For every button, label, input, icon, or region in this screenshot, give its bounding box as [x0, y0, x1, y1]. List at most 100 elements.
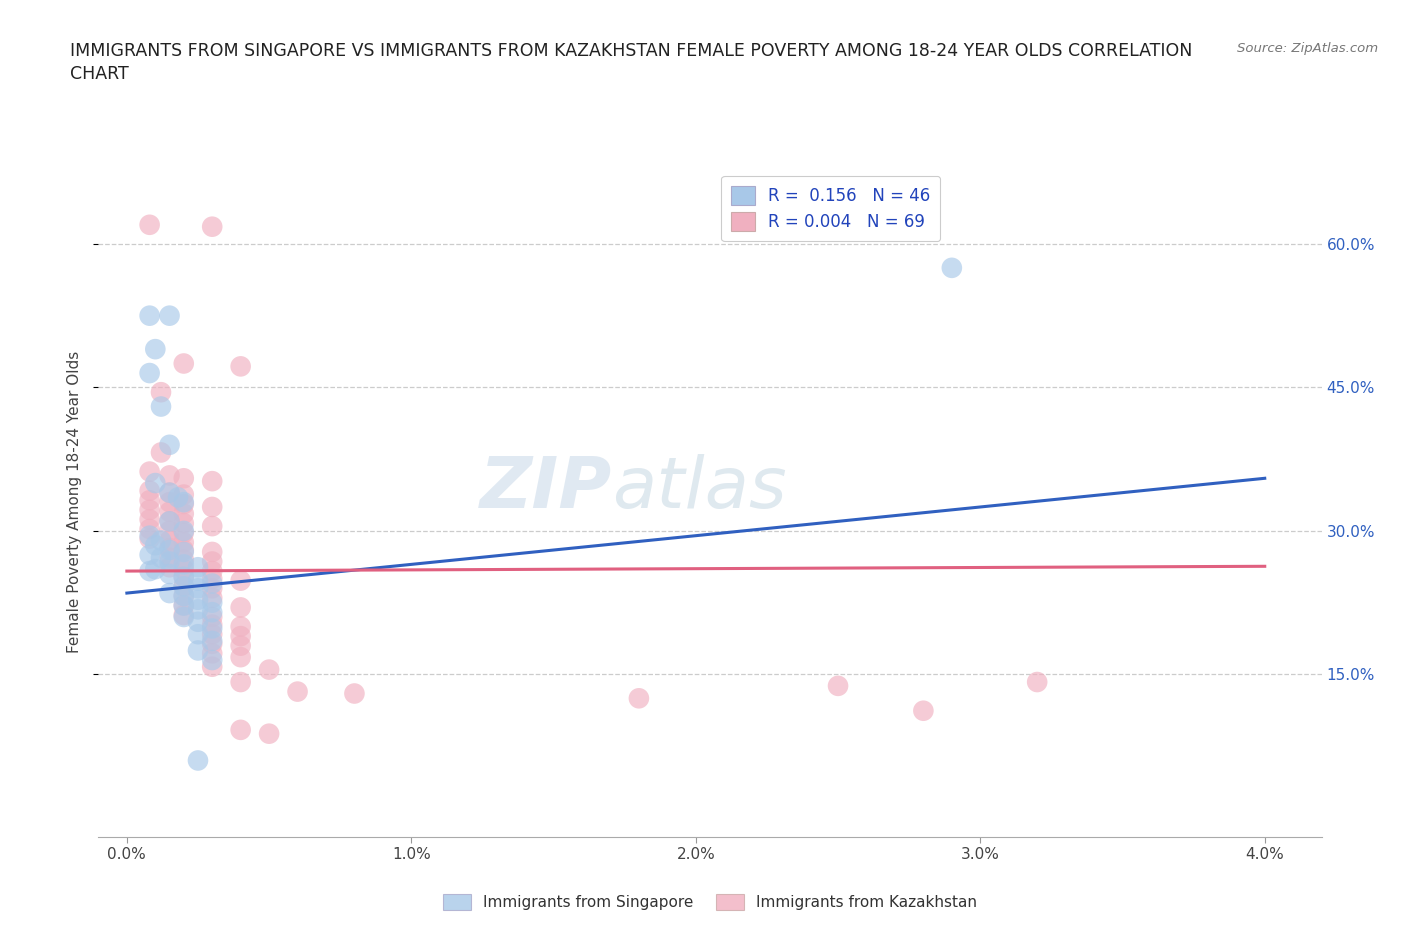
Point — [167, 490, 190, 505]
Point — [159, 514, 181, 529]
Point — [173, 609, 195, 624]
Point — [138, 493, 160, 508]
Point — [173, 487, 195, 502]
Point — [159, 560, 181, 575]
Point — [138, 528, 160, 543]
Point — [150, 551, 173, 565]
Point — [143, 538, 166, 552]
Point — [201, 618, 224, 632]
Point — [201, 621, 224, 636]
Point — [201, 633, 224, 648]
Text: ZIP: ZIP — [479, 455, 612, 524]
Point — [159, 540, 181, 555]
Point — [187, 643, 209, 658]
Text: IMMIGRANTS FROM SINGAPORE VS IMMIGRANTS FROM KAZAKHSTAN FEMALE POVERTY AMONG 18-: IMMIGRANTS FROM SINGAPORE VS IMMIGRANTS … — [70, 42, 1192, 84]
Point — [187, 627, 209, 642]
Point — [159, 551, 181, 565]
Point — [201, 659, 224, 674]
Point — [201, 564, 224, 578]
Point — [229, 629, 252, 644]
Point — [173, 589, 195, 604]
Point — [173, 607, 195, 622]
Point — [150, 445, 173, 460]
Point — [173, 562, 195, 577]
Point — [173, 516, 195, 531]
Point — [138, 512, 160, 527]
Point — [187, 753, 209, 768]
Point — [138, 365, 160, 380]
Point — [138, 564, 160, 578]
Point — [138, 484, 160, 498]
Point — [173, 471, 195, 485]
Text: Source: ZipAtlas.com: Source: ZipAtlas.com — [1237, 42, 1378, 55]
Point — [159, 308, 181, 323]
Point — [143, 562, 166, 577]
Point — [201, 576, 224, 591]
Point — [159, 586, 181, 601]
Point — [159, 485, 181, 500]
Point — [201, 595, 224, 610]
Point — [229, 650, 252, 665]
Point — [201, 604, 224, 619]
Point — [173, 535, 195, 550]
Point — [257, 726, 280, 741]
Point — [173, 542, 195, 557]
Point — [173, 506, 195, 521]
Point — [159, 468, 181, 483]
Point — [257, 662, 280, 677]
Point — [229, 619, 252, 634]
Point — [138, 308, 160, 323]
Legend: Immigrants from Singapore, Immigrants from Kazakhstan: Immigrants from Singapore, Immigrants fr… — [437, 888, 983, 916]
Point — [229, 573, 252, 588]
Point — [827, 678, 849, 693]
Point — [912, 703, 935, 718]
Point — [138, 531, 160, 546]
Point — [173, 579, 195, 594]
Point — [343, 686, 366, 701]
Point — [173, 557, 195, 572]
Point — [150, 399, 173, 414]
Point — [159, 524, 181, 538]
Point — [229, 723, 252, 737]
Point — [187, 602, 209, 617]
Y-axis label: Female Poverty Among 18-24 Year Olds: Female Poverty Among 18-24 Year Olds — [67, 352, 83, 654]
Point — [173, 598, 195, 613]
Point — [201, 554, 224, 569]
Point — [138, 464, 160, 479]
Point — [173, 569, 195, 584]
Point — [201, 544, 224, 559]
Point — [201, 591, 224, 605]
Point — [201, 581, 224, 596]
Point — [173, 569, 195, 584]
Point — [173, 525, 195, 540]
Point — [229, 600, 252, 615]
Point — [187, 592, 209, 607]
Point — [229, 359, 252, 374]
Point — [138, 548, 160, 563]
Point — [1026, 674, 1049, 689]
Point — [159, 495, 181, 510]
Point — [201, 636, 224, 651]
Point — [143, 341, 166, 356]
Text: atlas: atlas — [612, 455, 787, 524]
Point — [159, 514, 181, 529]
Point — [143, 475, 166, 490]
Point — [150, 385, 173, 400]
Point — [201, 609, 224, 624]
Point — [159, 554, 181, 569]
Point — [138, 502, 160, 517]
Point — [159, 566, 181, 581]
Point — [201, 473, 224, 488]
Point — [150, 533, 173, 548]
Point — [138, 522, 160, 537]
Point — [627, 691, 650, 706]
Point — [173, 524, 195, 538]
Point — [201, 653, 224, 668]
Point — [159, 485, 181, 500]
Point — [173, 495, 195, 510]
Point — [173, 544, 195, 559]
Point — [229, 674, 252, 689]
Point — [159, 542, 181, 557]
Point — [187, 560, 209, 575]
Point — [173, 598, 195, 613]
